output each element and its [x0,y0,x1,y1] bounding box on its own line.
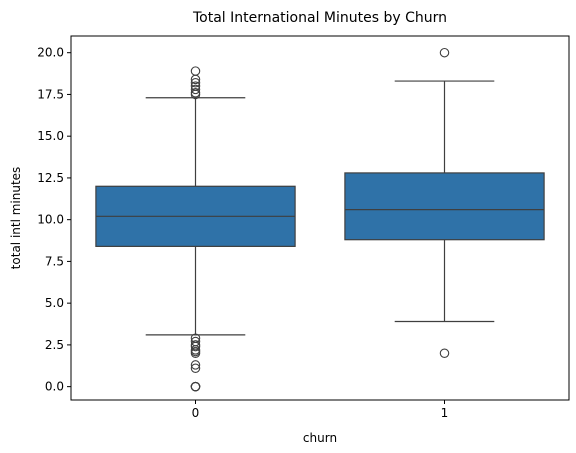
y-axis: 0.0 2.5 5.0 7.5 10.0 12.5 15.0 17.5 20.0 [37,46,71,394]
outlier-point [190,88,201,98]
y-tick-label: 0.0 [45,380,64,394]
outlier-point [190,360,201,370]
box-group-0 [95,66,296,392]
y-tick-label: 17.5 [37,87,64,101]
outlier-point [439,348,450,358]
y-axis-label: total intl minutes [9,167,23,270]
plot-frame [70,35,570,401]
outlier-point [190,363,201,374]
y-tick-label: 7.5 [45,254,64,268]
plot-area [95,47,545,392]
x-tick-label: 0 [192,406,200,420]
y-tick-label: 5.0 [45,296,64,310]
outlier-point [190,381,201,392]
x-axis-label: churn [303,431,337,445]
outlier-point [190,84,201,95]
box-group-1 [344,47,545,358]
y-tick-label: 2.5 [45,338,64,352]
chart-title: Total International Minutes by Churn [192,10,447,26]
y-tick-label: 20.0 [37,46,64,60]
x-tick-label: 1 [441,406,449,420]
y-tick-label: 12.5 [37,171,64,185]
interquartile-box [344,172,545,241]
outlier-point [190,66,201,76]
outlier-point [439,47,450,58]
outlier-point [190,78,201,88]
y-tick-label: 15.0 [37,129,64,143]
outlier-point [190,336,201,347]
outlier-point [190,81,201,91]
outlier-point [190,340,201,350]
y-tick-label: 10.0 [37,213,64,227]
outlier-point [190,333,201,343]
